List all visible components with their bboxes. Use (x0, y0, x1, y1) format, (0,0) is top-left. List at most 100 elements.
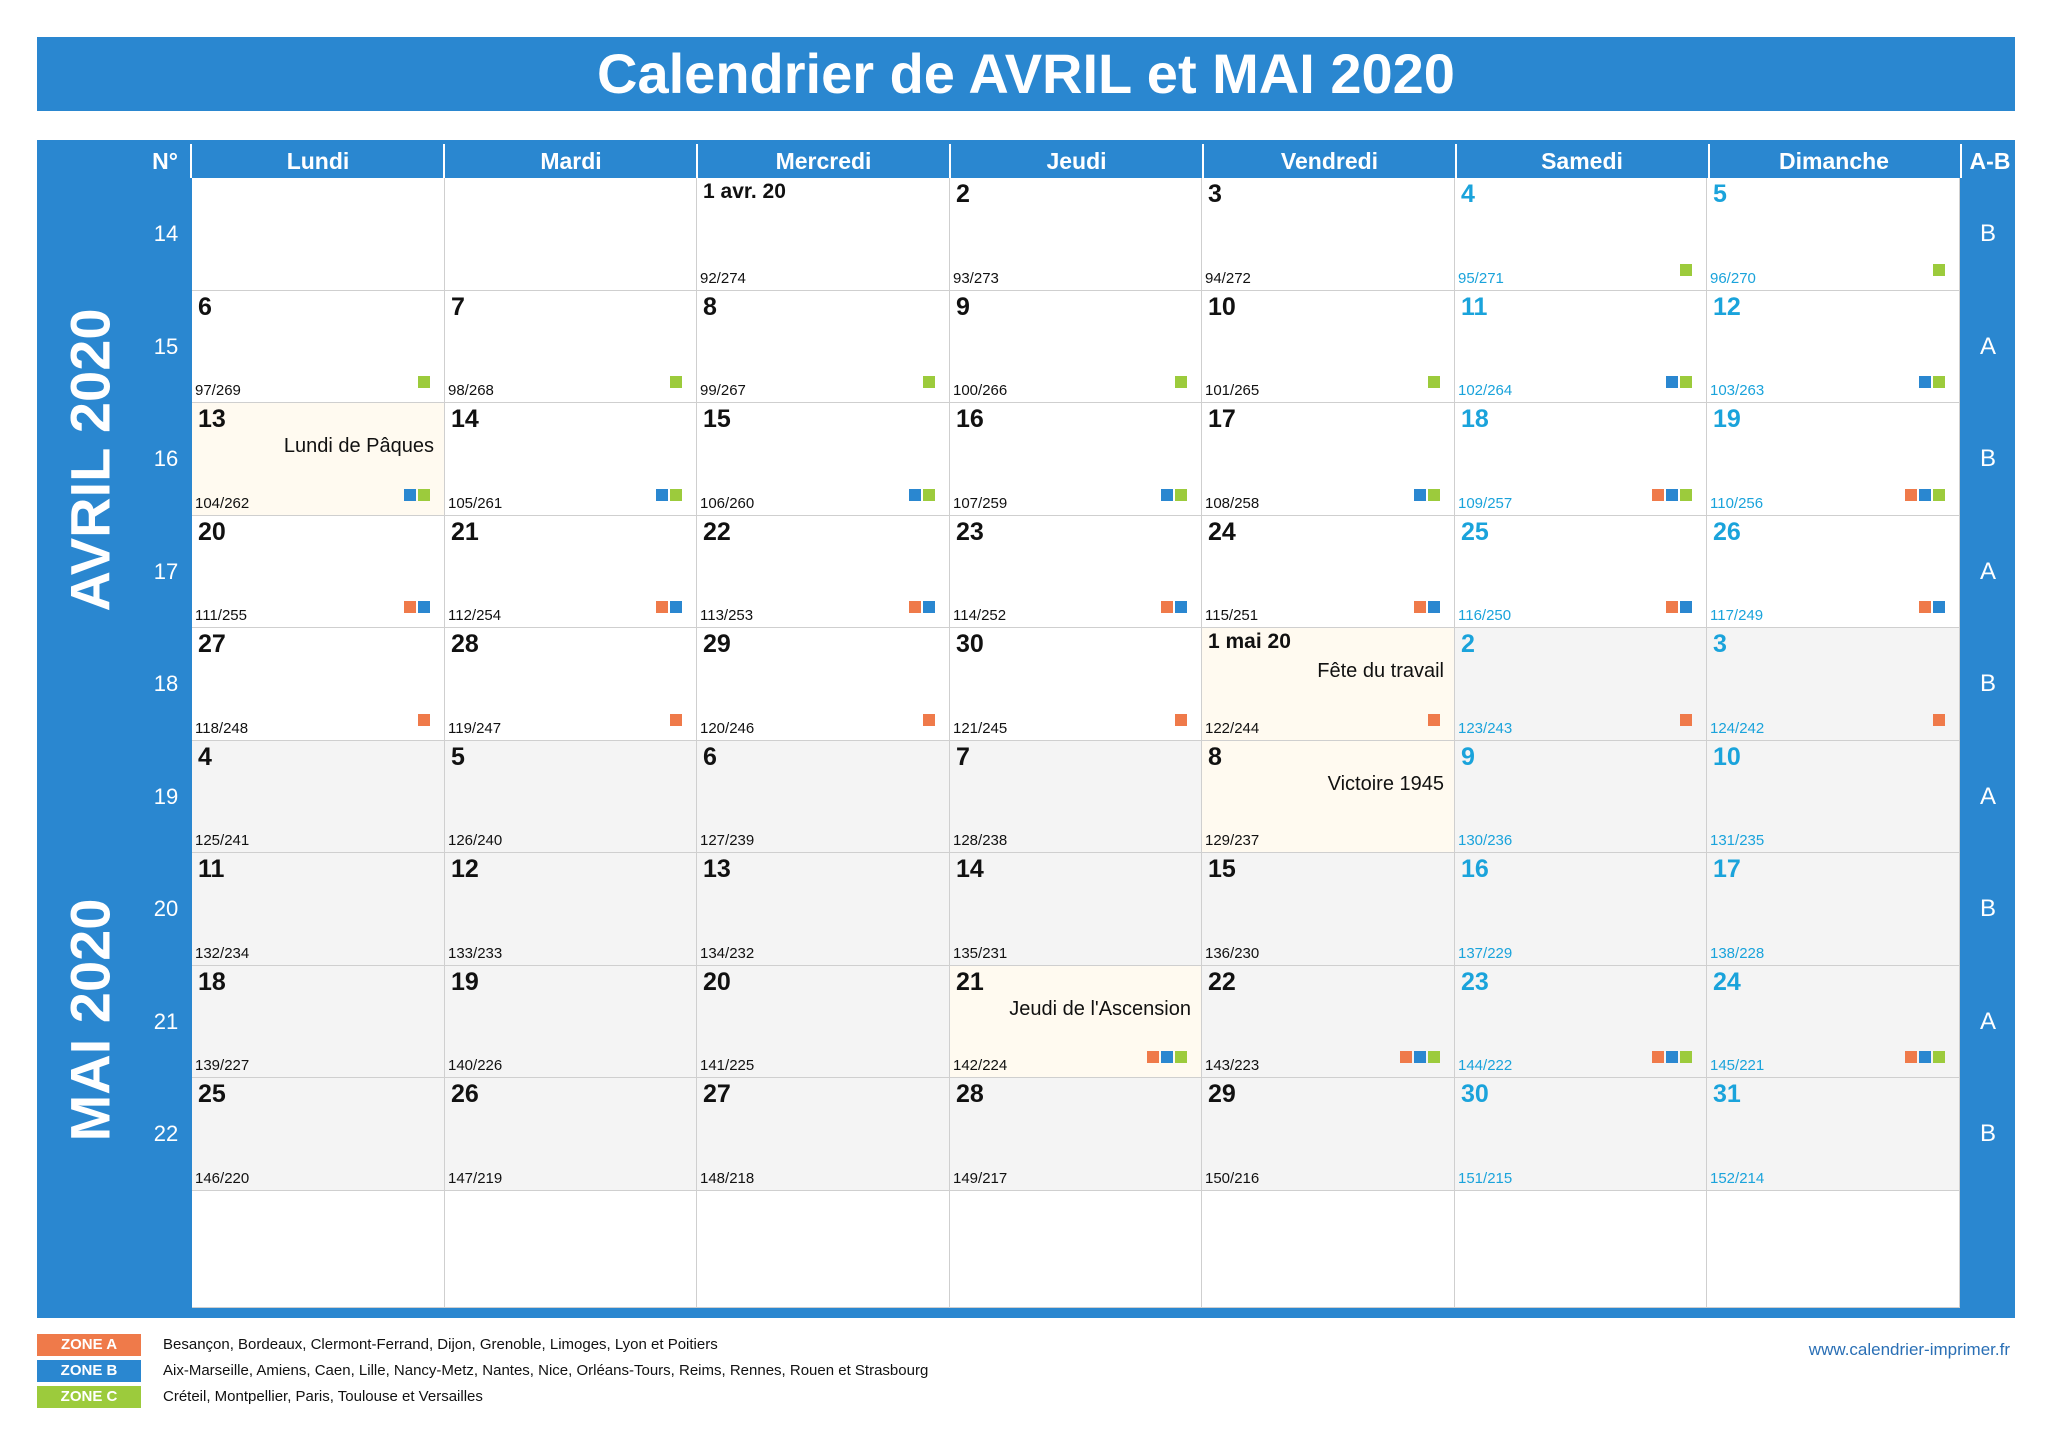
day-cell-jeudi[interactable]: 7 128/238 (950, 741, 1202, 853)
zone-b-badge: ZONE B (37, 1360, 141, 1382)
day-number: 18 (198, 968, 226, 996)
day-cell-lundi[interactable]: 18 139/227 (192, 966, 445, 1078)
day-cell-lundi[interactable]: 13 104/262 Lundi de Pâques (192, 403, 445, 516)
day-cell-jeudi[interactable]: 23 114/252 (950, 516, 1202, 628)
day-number: 22 (1208, 968, 1236, 996)
day-cell-mercredi[interactable]: 22 113/253 (697, 516, 950, 628)
day-cell-lundi[interactable]: 27 118/248 (192, 628, 445, 741)
day-cell-dimanche[interactable]: 5 96/270 (1707, 178, 1960, 291)
day-cell-mercredi[interactable]: 13 134/232 (697, 853, 950, 966)
zone-c-marker (1428, 1051, 1440, 1063)
zone-c-marker (1933, 1051, 1945, 1063)
day-cell-lundi[interactable]: 25 146/220 (192, 1078, 445, 1191)
day-cell-jeudi[interactable]: 9 100/266 (950, 291, 1202, 403)
day-cell-samedi[interactable]: 16 137/229 (1455, 853, 1707, 966)
day-cell-vendredi[interactable]: 10 101/265 (1202, 291, 1455, 403)
day-of-year: 97/269 (195, 382, 241, 399)
day-cell-vendredi[interactable]: 29 150/216 (1202, 1078, 1455, 1191)
day-cell-mercredi[interactable]: 1 avr. 20 92/274 (697, 178, 950, 291)
day-cell-jeudi[interactable]: 28 149/217 (950, 1078, 1202, 1191)
day-cell-samedi[interactable]: 18 109/257 (1455, 403, 1707, 516)
day-cell-vendredi[interactable]: 1 mai 20 122/244 Fête du travail (1202, 628, 1455, 741)
zone-a-marker (923, 714, 935, 726)
day-cell-dimanche[interactable]: 26 117/249 (1707, 516, 1960, 628)
day-cell-vendredi[interactable]: 3 94/272 (1202, 178, 1455, 291)
day-number: 12 (1713, 293, 1741, 321)
day-cell-dimanche[interactable]: 10 131/235 (1707, 741, 1960, 853)
day-cell-dimanche[interactable]: 3 124/242 (1707, 628, 1960, 741)
day-cell-jeudi[interactable]: 2 93/273 (950, 178, 1202, 291)
day-of-year: 98/268 (448, 382, 494, 399)
day-cell-vendredi[interactable]: 24 115/251 (1202, 516, 1455, 628)
day-cell-jeudi[interactable]: 14 135/231 (950, 853, 1202, 966)
day-cell-samedi[interactable]: 25 116/250 (1455, 516, 1707, 628)
day-cell-vendredi[interactable]: 15 136/230 (1202, 853, 1455, 966)
day-cell-lundi[interactable]: 6 97/269 (192, 291, 445, 403)
zone-c-marker (1933, 489, 1945, 501)
day-cell-mercredi[interactable]: 27 148/218 (697, 1078, 950, 1191)
header-day-jeudi: Jeudi (1046, 148, 1107, 174)
day-cell-mardi[interactable]: 21 112/254 (445, 516, 697, 628)
day-cell-jeudi[interactable]: 16 107/259 (950, 403, 1202, 516)
day-cell-dimanche[interactable]: 31 152/214 (1707, 1078, 1960, 1191)
week-ab-label: A (1979, 557, 1996, 585)
day-number: 13 (703, 855, 731, 883)
day-number: 2 (956, 180, 970, 208)
day-of-year: 119/247 (448, 720, 502, 737)
day-cell-samedi[interactable]: 4 95/271 (1455, 178, 1707, 291)
day-of-year: 150/216 (1205, 1170, 1260, 1187)
day-cell-mercredi[interactable]: 8 99/267 (697, 291, 950, 403)
zone-a-marker (418, 714, 430, 726)
day-of-year: 123/243 (1458, 720, 1513, 737)
day-cell-mardi[interactable]: 19 140/226 (445, 966, 697, 1078)
day-cell-dimanche[interactable]: 24 145/221 (1707, 966, 1960, 1078)
day-cell-lundi[interactable]: 11 132/234 (192, 853, 445, 966)
day-cell-vendredi[interactable]: 17 108/258 (1202, 403, 1455, 516)
day-cell-jeudi[interactable]: 30 121/245 (950, 628, 1202, 741)
day-cell-mardi[interactable]: 5 126/240 (445, 741, 697, 853)
day-cell-samedi[interactable]: 2 123/243 (1455, 628, 1707, 741)
day-cell-samedi[interactable]: 11 102/264 (1455, 291, 1707, 403)
day-cell-dimanche[interactable]: 19 110/256 (1707, 403, 1960, 516)
day-cell-samedi[interactable]: 9 130/236 (1455, 741, 1707, 853)
day-cell-mercredi[interactable]: 15 106/260 (697, 403, 950, 516)
week-number: 21 (153, 1008, 179, 1034)
day-number: 9 (956, 293, 970, 321)
day-cell-mercredi[interactable]: 20 141/225 (697, 966, 950, 1078)
day-cell-lundi[interactable]: 20 111/255 (192, 516, 445, 628)
day-number: 10 (1713, 743, 1741, 771)
day-cell-jeudi[interactable]: 21 142/224 Jeudi de l'Ascension (950, 966, 1202, 1078)
day-cell-mardi[interactable]: 7 98/268 (445, 291, 697, 403)
day-cell-mercredi[interactable]: 6 127/239 (697, 741, 950, 853)
day-cell-mardi[interactable]: 12 133/233 (445, 853, 697, 966)
calendar-grid: 1 avr. 20 92/274 2 93/273 3 94/272 4 95/271 5 96/… (192, 178, 1960, 1308)
header-separator (190, 144, 192, 178)
day-cell-dimanche[interactable]: 17 138/228 (1707, 853, 1960, 966)
header-day-dimanche: Dimanche (1779, 148, 1889, 174)
day-of-year: 145/221 (1710, 1057, 1765, 1074)
zone-a-marker (1652, 1051, 1664, 1063)
day-cell-vendredi[interactable]: 22 143/223 (1202, 966, 1455, 1078)
day-cell-lundi[interactable]: 4 125/241 (192, 741, 445, 853)
header-ab: A-B (1969, 148, 2011, 174)
zone-b-marker (1919, 489, 1931, 501)
day-number: 4 (1461, 180, 1475, 208)
zone-a-badge: ZONE A (37, 1334, 141, 1356)
holiday-name: Fête du travail (1317, 660, 1444, 682)
day-number: 23 (1461, 968, 1489, 996)
day-cell-mercredi[interactable]: 29 120/246 (697, 628, 950, 741)
day-cell-mardi[interactable]: 28 119/247 (445, 628, 697, 741)
day-cell-mardi[interactable]: 26 147/219 (445, 1078, 697, 1191)
day-of-year: 114/252 (953, 607, 1007, 624)
day-cell-samedi[interactable]: 23 144/222 (1455, 966, 1707, 1078)
day-of-year: 118/248 (195, 720, 249, 737)
day-cell-samedi[interactable]: 30 151/215 (1455, 1078, 1707, 1191)
day-number: 25 (198, 1080, 226, 1108)
day-cell-vendredi[interactable]: 8 129/237 Victoire 1945 (1202, 741, 1455, 853)
day-of-year: 100/266 (953, 382, 1008, 399)
day-of-year: 132/234 (195, 945, 250, 962)
day-of-year: 133/233 (448, 945, 503, 962)
day-cell-dimanche[interactable]: 12 103/263 (1707, 291, 1960, 403)
website-link[interactable]: www.calendrier-imprimer.fr (1808, 1340, 2010, 1359)
day-cell-mardi[interactable]: 14 105/261 (445, 403, 697, 516)
